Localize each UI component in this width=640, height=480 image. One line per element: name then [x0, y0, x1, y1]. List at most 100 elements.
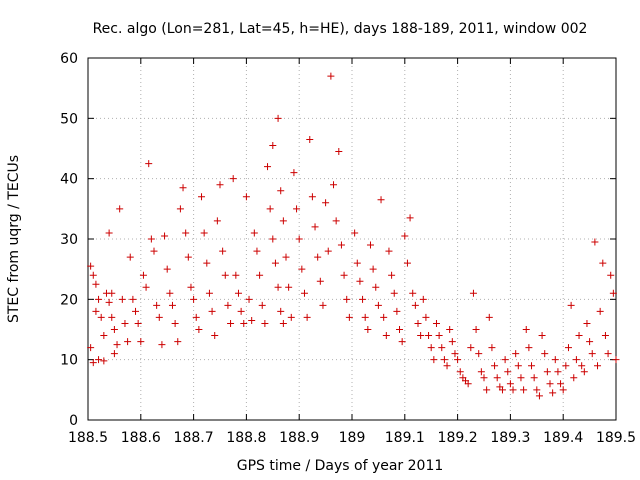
data-point [480, 374, 488, 382]
data-point [361, 313, 369, 321]
y-tick-label: 50 [60, 111, 78, 127]
data-point [604, 350, 612, 358]
data-point [332, 217, 340, 225]
data-point [322, 199, 330, 207]
data-point [372, 283, 380, 291]
data-point [110, 350, 118, 358]
data-point [432, 319, 440, 327]
data-point [245, 295, 253, 303]
data-point [179, 184, 187, 192]
data-point [240, 319, 248, 327]
data-point [266, 205, 274, 213]
data-point [290, 169, 298, 177]
x-tick-label: 188.6 [121, 430, 161, 446]
data-point [213, 217, 221, 225]
data-point [176, 205, 184, 213]
data-point [285, 283, 293, 291]
y-tick-label: 40 [60, 172, 78, 188]
data-point [277, 307, 285, 315]
data-point [443, 362, 451, 370]
y-tick-label: 10 [60, 353, 78, 369]
data-point [184, 253, 192, 261]
x-tick-label: 189.4 [543, 430, 583, 446]
data-point [512, 350, 520, 358]
data-point [393, 307, 401, 315]
data-point [261, 319, 269, 327]
data-point [264, 163, 272, 171]
data-point [543, 368, 551, 376]
data-point [525, 344, 533, 352]
data-point [279, 319, 287, 327]
data-point [308, 193, 316, 201]
data-point [485, 313, 493, 321]
data-point [208, 307, 216, 315]
data-point [147, 235, 155, 243]
data-point [97, 313, 105, 321]
data-point [583, 319, 591, 327]
data-point [422, 313, 430, 321]
data-point [417, 332, 425, 340]
y-tick-label: 0 [69, 413, 78, 429]
data-point [92, 307, 100, 315]
x-tick-label: 189 [339, 430, 366, 446]
data-point [554, 368, 562, 376]
data-point [142, 283, 150, 291]
data-point [514, 362, 522, 370]
data-point [105, 229, 113, 237]
data-points [87, 72, 620, 400]
data-point [95, 356, 103, 364]
data-point [398, 338, 406, 346]
data-point [153, 301, 161, 309]
data-point [549, 389, 557, 397]
data-point [396, 326, 404, 333]
data-point [237, 307, 245, 315]
data-point [129, 295, 137, 303]
data-point [430, 356, 438, 364]
data-point [612, 356, 620, 364]
data-point [588, 350, 596, 358]
data-point [158, 341, 166, 349]
data-point [324, 247, 332, 255]
data-point [92, 280, 100, 288]
data-point [234, 289, 242, 297]
data-point [382, 332, 390, 340]
data-point [401, 232, 409, 240]
data-point [221, 271, 229, 279]
data-point [256, 271, 264, 279]
data-point [303, 313, 311, 321]
data-point [295, 235, 303, 243]
data-point [190, 295, 198, 303]
data-point [163, 265, 171, 273]
data-point [591, 238, 599, 246]
data-point [300, 289, 308, 297]
data-point [564, 344, 572, 352]
data-point [139, 271, 147, 279]
data-point [607, 271, 615, 279]
data-point [271, 259, 279, 267]
data-point [559, 386, 567, 394]
data-point [121, 319, 129, 327]
data-point [533, 386, 541, 394]
data-point [594, 362, 602, 370]
data-point [219, 247, 227, 255]
data-point [319, 301, 327, 309]
data-point [314, 253, 322, 261]
data-point [293, 205, 301, 213]
data-point [599, 259, 607, 267]
data-point [364, 326, 372, 333]
x-tick-label: 189.5 [596, 430, 636, 446]
data-point [509, 386, 517, 394]
data-point [520, 386, 528, 394]
data-point [150, 247, 158, 255]
data-point [438, 344, 446, 352]
grid-lines [88, 58, 616, 420]
data-point [171, 319, 179, 327]
data-point [586, 338, 594, 346]
data-point [345, 313, 353, 321]
x-axis-label: GPS time / Days of year 2011 [237, 458, 444, 474]
data-point [353, 259, 361, 267]
data-point [105, 298, 113, 306]
data-point [388, 271, 396, 279]
data-point [253, 247, 261, 255]
y-tick-label: 20 [60, 292, 78, 308]
